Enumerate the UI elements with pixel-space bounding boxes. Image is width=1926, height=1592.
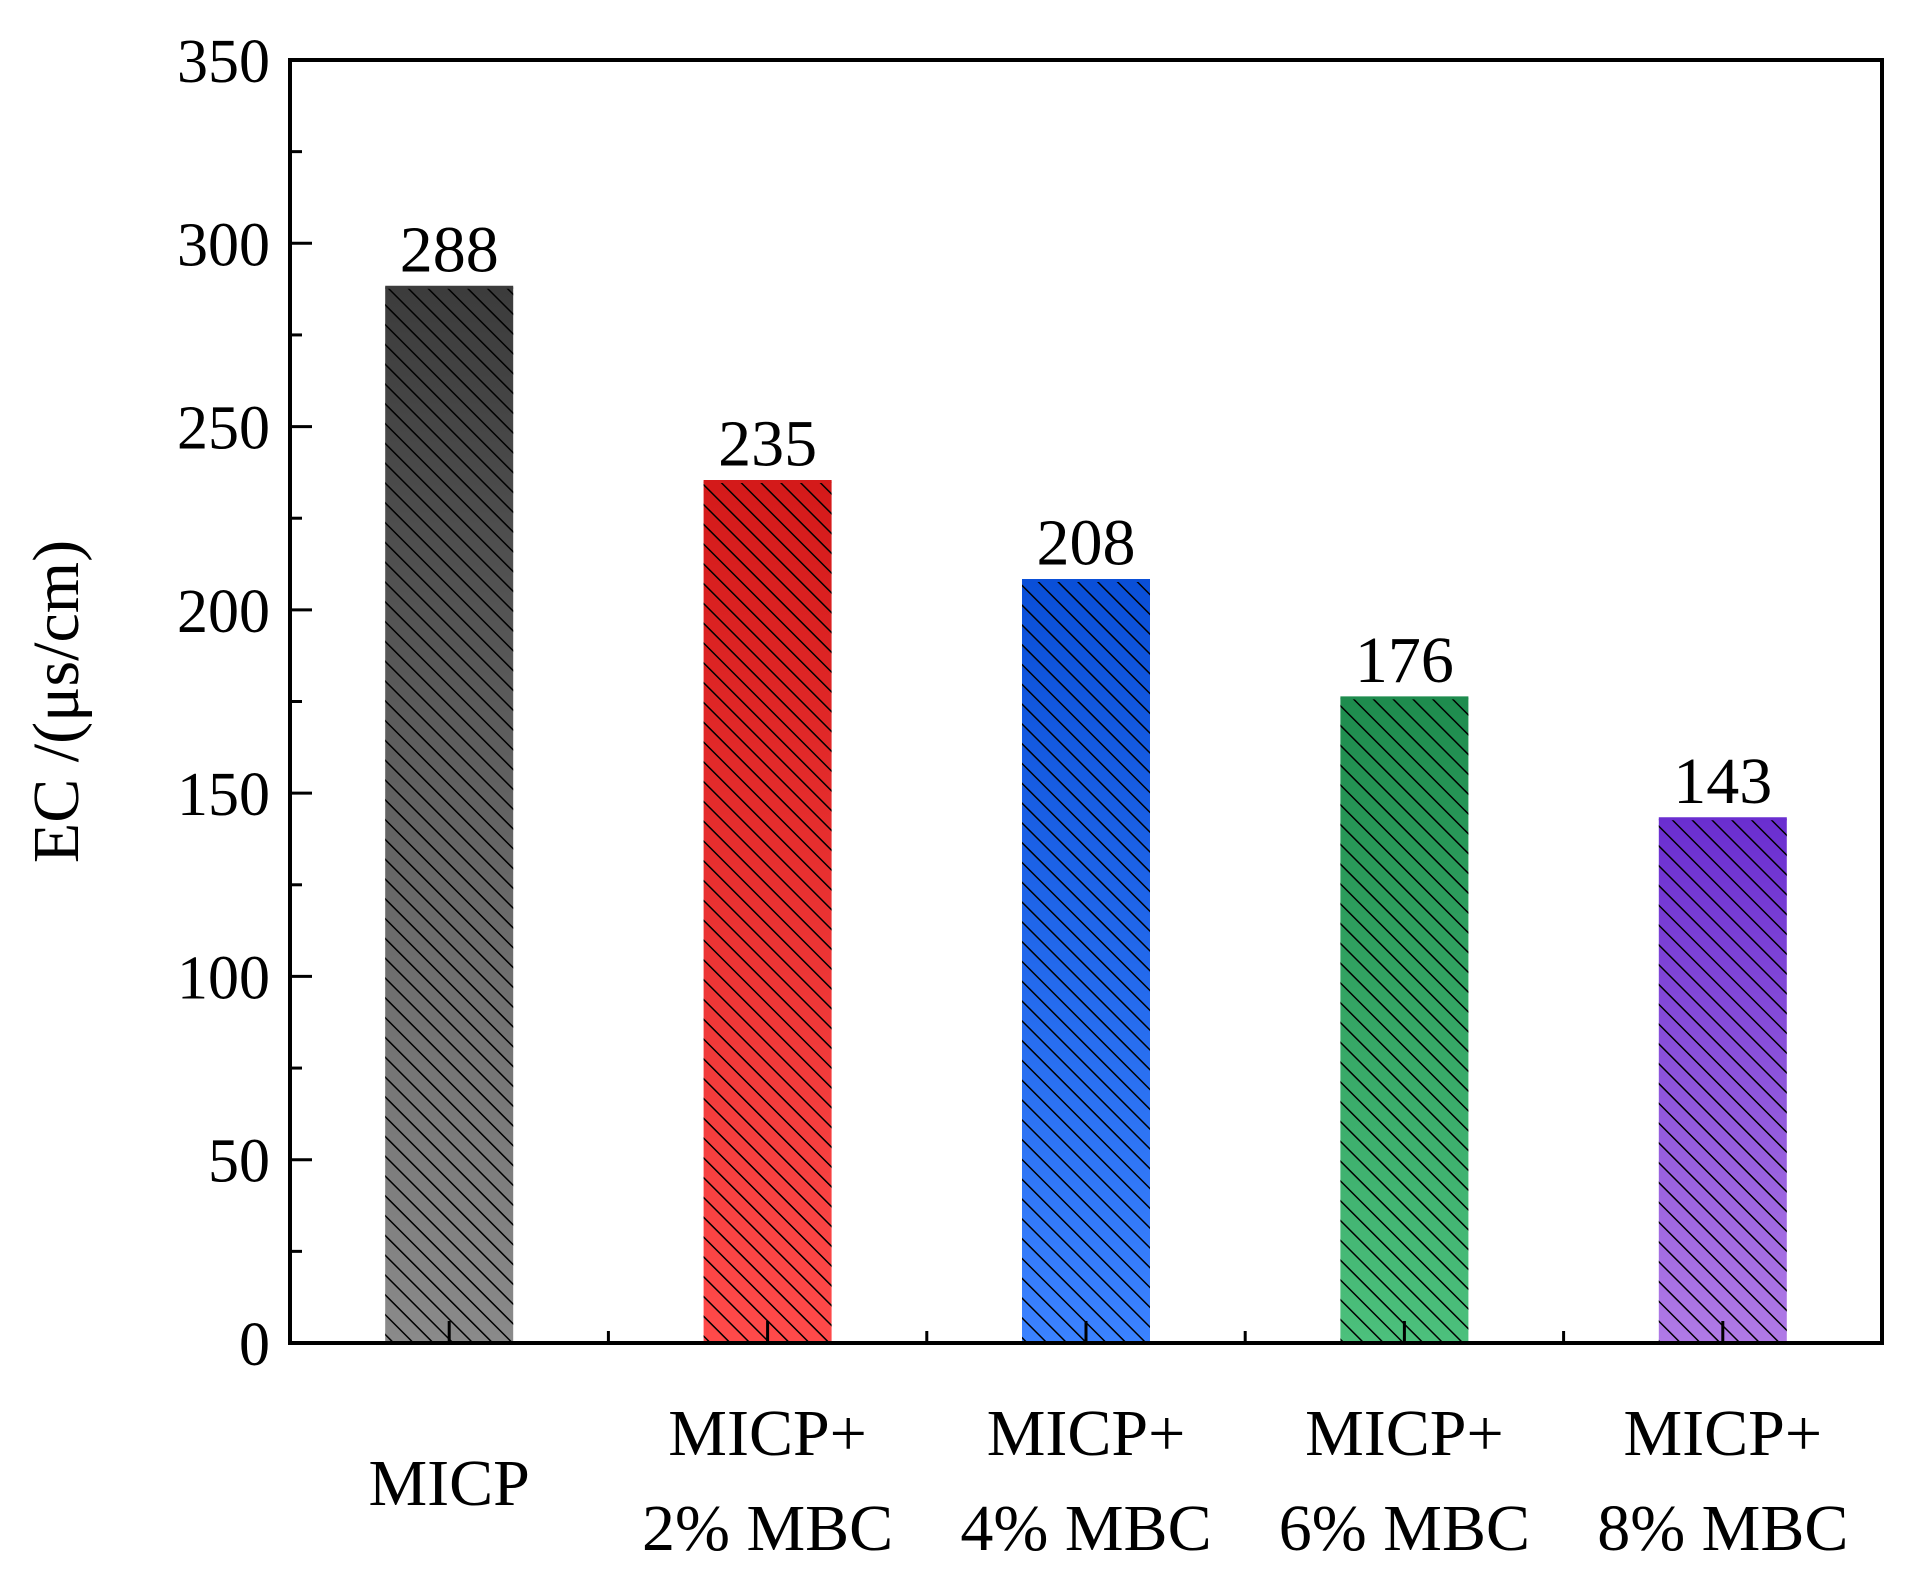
bar-1 [385, 285, 514, 1343]
bar-2 [703, 480, 832, 1343]
bar-hatch [385, 287, 514, 1343]
data-label: 235 [718, 408, 817, 481]
y-tick-label: 50 [208, 1128, 270, 1196]
bar-hatch [703, 481, 832, 1343]
y-axis-title: EC /(μs/cm) [20, 540, 93, 863]
data-label: 176 [1355, 624, 1454, 697]
category-label-line: 6% MBC [1279, 1492, 1530, 1565]
bars-layer [385, 285, 1787, 1343]
data-labels-layer: 288 235 208 176 143 [400, 213, 1773, 818]
bar-hatch [1022, 580, 1150, 1343]
category-label-line: MICP+ [987, 1397, 1186, 1470]
category-label: MICP+ 4% MBC [960, 1397, 1211, 1565]
category-label: MICP [369, 1447, 530, 1520]
category-label-line: MICP+ [668, 1397, 867, 1470]
bar-3 [1022, 579, 1150, 1343]
y-tick-label: 100 [177, 944, 270, 1012]
ticks-layer [290, 58, 1725, 1345]
y-tick-label: 150 [177, 761, 270, 829]
bar-hatch [1340, 697, 1469, 1343]
data-label: 143 [1673, 745, 1772, 818]
category-label: MICP+ 2% MBC [642, 1397, 893, 1565]
y-tick-label: 200 [177, 578, 270, 646]
data-label: 208 [1037, 507, 1136, 580]
y-tick-label: 300 [177, 211, 270, 279]
category-label-line: 4% MBC [960, 1492, 1211, 1565]
category-label-line: MICP+ [1305, 1397, 1504, 1470]
category-label-line: MICP+ [1623, 1397, 1822, 1470]
y-tick-label: 350 [177, 28, 270, 96]
category-label: MICP+ 8% MBC [1597, 1397, 1848, 1565]
bar-5 [1658, 817, 1787, 1343]
category-label-line: 8% MBC [1597, 1492, 1848, 1565]
bar-4 [1340, 696, 1469, 1343]
y-tick-label: 250 [177, 395, 270, 463]
data-label: 288 [400, 213, 499, 286]
category-label: MICP+ 6% MBC [1279, 1397, 1530, 1565]
category-label-line: 2% MBC [642, 1492, 893, 1565]
y-tick-labels: 0 50 100 150 200 250 300 350 [177, 28, 270, 1379]
bar-hatch [1658, 818, 1787, 1343]
y-tick-label: 0 [239, 1311, 270, 1379]
